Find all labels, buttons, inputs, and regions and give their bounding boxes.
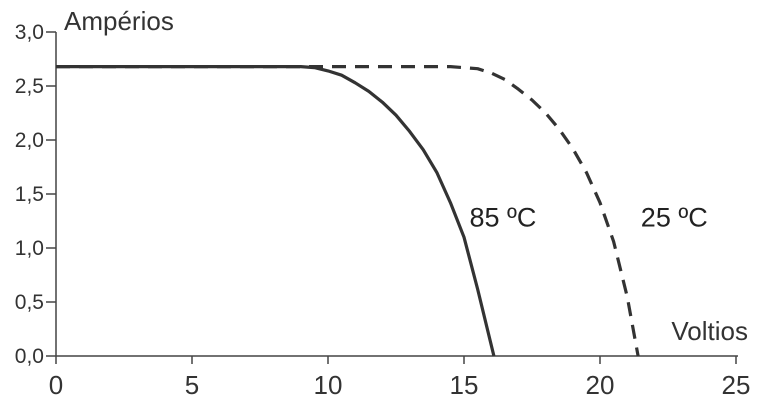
y-axis-title: Ampérios — [64, 6, 174, 36]
y-tick-label: 1,0 — [15, 237, 44, 260]
x-tick-label: 25 — [722, 370, 751, 400]
labels-group: 85 ºC 25 ºC — [469, 202, 707, 232]
x-tick-label: 15 — [450, 370, 479, 400]
ticks: 0 5 10 15 20 25 0,0 0,5 1,0 1,5 2,0 2,5 3,0 — [15, 21, 751, 400]
series-line-85c — [56, 65, 496, 357]
x-tick-label: 10 — [314, 370, 343, 400]
x-tick-label: 5 — [185, 370, 199, 400]
y-tick-label: 0,5 — [15, 291, 44, 314]
y-tick-label: 3,0 — [15, 21, 44, 44]
x-axis-title: Voltios — [671, 316, 748, 346]
axes — [55, 32, 738, 357]
series-label-85c: 85 ºC — [469, 202, 536, 232]
series-line-25c — [56, 65, 640, 357]
y-tick-label: 0,0 — [15, 345, 44, 368]
x-tick-label: 20 — [586, 370, 615, 400]
y-tick-label: 2,5 — [15, 75, 44, 98]
y-tick-label: 2,0 — [15, 129, 44, 152]
series-label-25c: 25 ºC — [641, 202, 708, 232]
x-tick-label: 0 — [49, 370, 63, 400]
y-tick-label: 1,5 — [15, 183, 44, 206]
series-group — [56, 65, 640, 357]
